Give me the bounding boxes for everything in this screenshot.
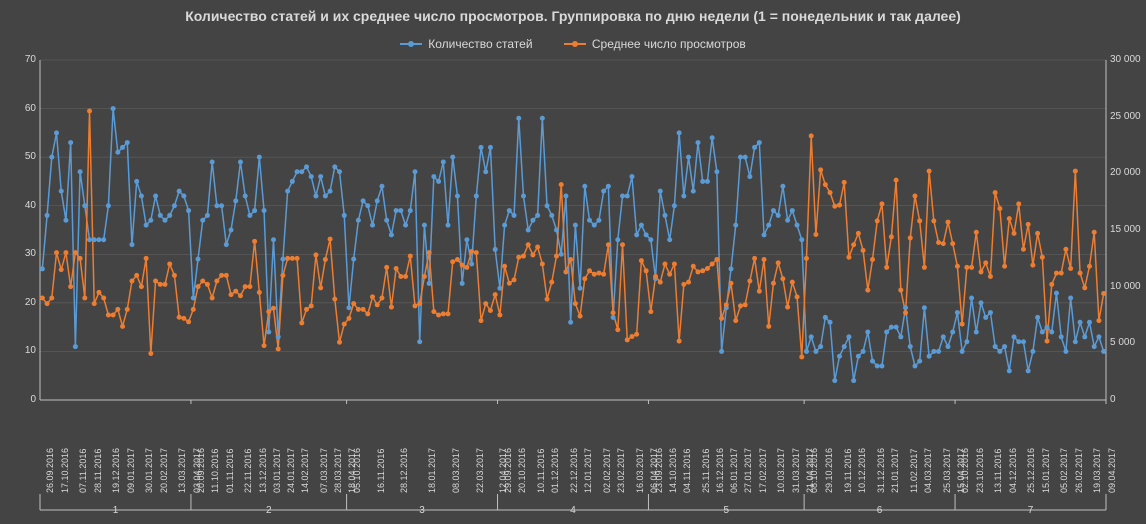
- y-left-tick: 40: [25, 200, 36, 211]
- x-date-label: 30.01.2017: [144, 448, 154, 493]
- x-date-label: 25.11.2016: [701, 449, 711, 493]
- x-date-label: 18.01.2017: [427, 448, 437, 493]
- chart-plot: [0, 0, 1146, 524]
- y-right-tick: 0: [1110, 394, 1116, 405]
- group-number: 3: [347, 505, 498, 516]
- x-date-label: 17.10.2016: [60, 448, 70, 493]
- group-number: 1: [40, 505, 191, 516]
- y-left-tick: 20: [25, 297, 36, 308]
- x-date-label: 31.12.2016: [876, 448, 886, 493]
- x-date-label: 08.10.2016: [809, 448, 819, 493]
- x-date-label: 10.11.2016: [536, 449, 546, 493]
- x-date-label: 22.12.2016: [569, 448, 579, 493]
- y-right-tick: 5 000: [1110, 337, 1135, 348]
- y-right-tick: 10 000: [1110, 281, 1141, 292]
- x-date-label: 03.01.2017: [272, 448, 282, 493]
- y-right-tick: 25 000: [1110, 111, 1141, 122]
- group-number: 7: [955, 505, 1106, 516]
- y-right-tick: 20 000: [1110, 167, 1141, 178]
- x-date-label: 25.12.2016: [1026, 448, 1036, 493]
- y-left-tick: 10: [25, 345, 36, 356]
- y-right-tick: 15 000: [1110, 224, 1141, 235]
- x-date-label: 15.01.2017: [1041, 448, 1051, 493]
- group-number: 6: [804, 505, 955, 516]
- x-date-label: 29.10.2016: [824, 448, 834, 493]
- x-date-label: 23.02.2017: [616, 448, 626, 493]
- x-date-label: 07.03.2017: [319, 448, 329, 493]
- x-date-label: 01.12.2016: [550, 448, 560, 493]
- x-date-label: 02.10.2016: [960, 448, 970, 493]
- y-left-tick: 0: [30, 394, 36, 405]
- x-date-label: 22.11.2016: [243, 449, 253, 493]
- x-date-label: 08.03.2017: [451, 448, 461, 493]
- x-date-label: 01.11.2016: [225, 449, 235, 493]
- x-date-label: 19.12.2016: [111, 448, 121, 493]
- x-date-label: 09.04.2017: [1107, 448, 1117, 493]
- x-date-label: 17.02.2017: [758, 448, 768, 493]
- x-date-label: 13.12.2016: [258, 448, 268, 493]
- y-left-tick: 50: [25, 151, 36, 162]
- x-date-label: 16.12.2016: [715, 448, 725, 493]
- x-date-label: 05.02.2017: [1059, 448, 1069, 493]
- x-date-label: 28.11.2016: [93, 449, 103, 493]
- x-date-label: 24.01.2017: [286, 448, 296, 493]
- x-date-label: 29.09.2016: [503, 448, 513, 493]
- x-date-label: 31.03.2017: [791, 448, 801, 493]
- y-right-tick: 30 000: [1110, 54, 1141, 65]
- x-date-label: 06.01.2017: [729, 448, 739, 493]
- x-date-label: 19.03.2017: [1092, 448, 1102, 493]
- x-date-label: 22.03.2017: [475, 448, 485, 493]
- x-date-label: 23.09.2016: [654, 448, 664, 493]
- x-date-label: 28.03.2017: [333, 448, 343, 493]
- x-date-label: 16.11.2016: [376, 449, 386, 493]
- x-date-label: 28.12.2016: [399, 448, 409, 493]
- x-date-label: 25.03.2017: [942, 448, 952, 493]
- group-number: 5: [648, 505, 804, 516]
- y-left-tick: 70: [25, 54, 36, 65]
- x-date-label: 23.10.2016: [975, 448, 985, 493]
- group-number: 4: [498, 505, 649, 516]
- x-date-label: 09.01.2017: [126, 448, 136, 493]
- x-date-label: 20.02.2017: [159, 448, 169, 493]
- x-date-label: 26.02.2017: [1074, 448, 1084, 493]
- x-date-label: 04.11.2016: [682, 449, 692, 493]
- x-date-label: 07.11.2016: [78, 449, 88, 493]
- x-date-label: 04.12.2016: [1008, 448, 1018, 493]
- group-number: 2: [191, 505, 347, 516]
- y-left-tick: 30: [25, 248, 36, 259]
- x-date-label: 21.01.2017: [890, 448, 900, 493]
- x-date-label: 27.01.2017: [743, 448, 753, 493]
- x-date-label: 10.03.2017: [776, 448, 786, 493]
- x-date-label: 10.12.2016: [857, 448, 867, 493]
- x-date-label: 20.09.2016: [196, 448, 206, 493]
- x-date-label: 12.01.2017: [583, 448, 593, 493]
- x-date-label: 20.10.2016: [517, 448, 527, 493]
- x-date-label: 11.02.2017: [909, 449, 919, 493]
- x-date-label: 26.09.2016: [45, 448, 55, 493]
- x-date-label: 19.11.2016: [843, 449, 853, 493]
- x-date-label: 16.03.2017: [635, 448, 645, 493]
- x-date-label: 13.03.2017: [177, 448, 187, 493]
- x-date-label: 05.10.2016: [352, 448, 362, 493]
- x-date-label: 11.10.2016: [210, 449, 220, 493]
- x-date-label: 13.11.2016: [993, 449, 1003, 493]
- x-date-label: 04.03.2017: [923, 448, 933, 493]
- x-date-label: 02.02.2017: [602, 448, 612, 493]
- x-date-label: 14.10.2016: [668, 448, 678, 493]
- y-left-tick: 60: [25, 103, 36, 114]
- x-date-label: 14.02.2017: [300, 448, 310, 493]
